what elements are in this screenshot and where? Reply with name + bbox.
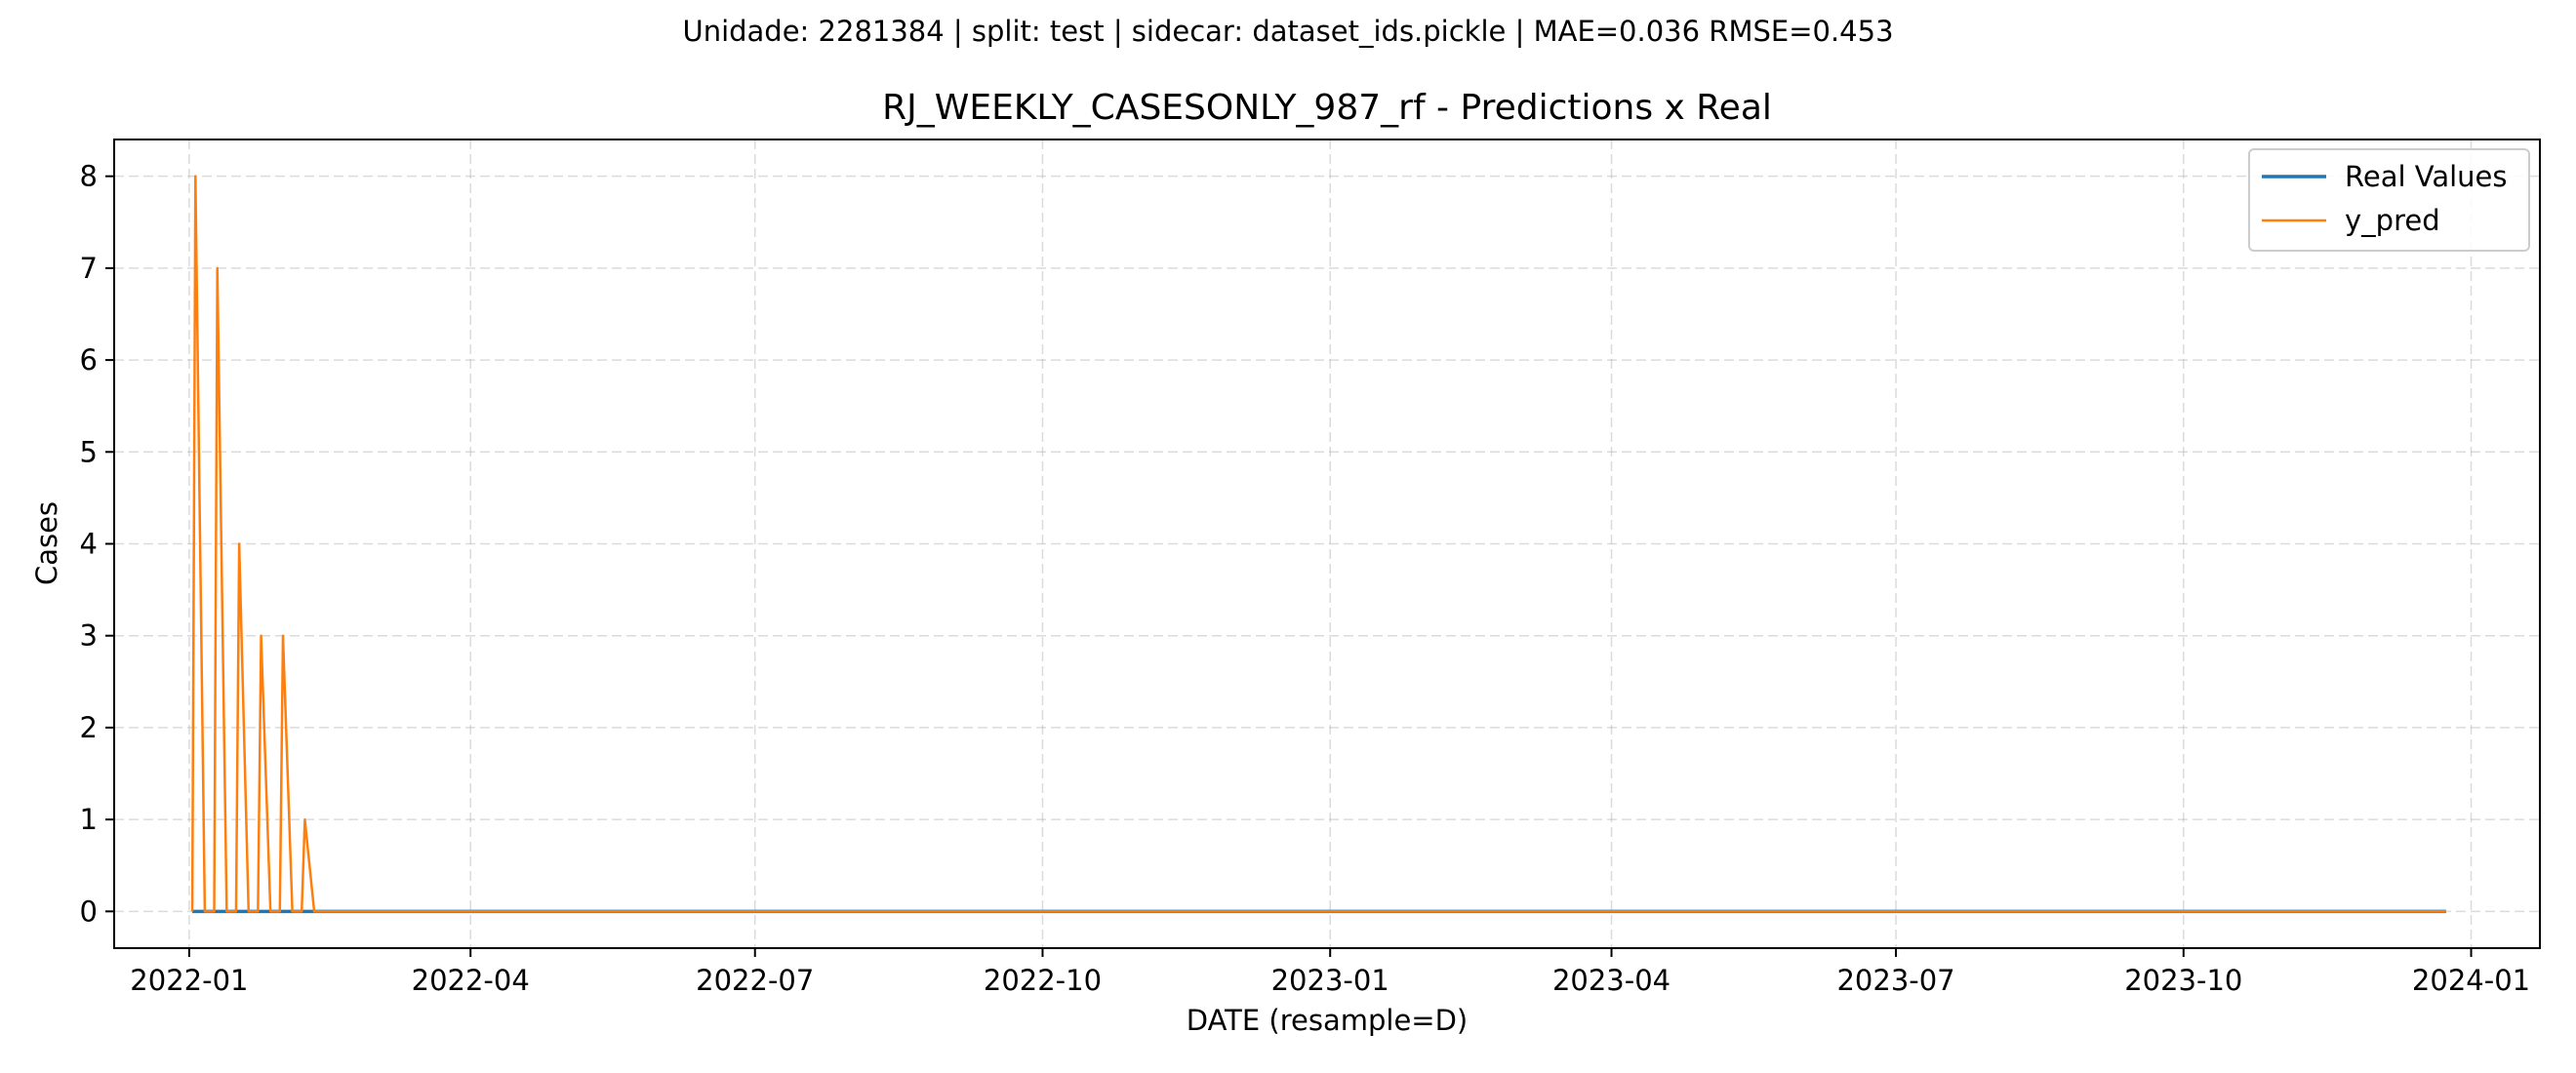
x-axis-label: DATE (resample=D) [1187, 1004, 1469, 1037]
y-tick-label: 7 [80, 252, 98, 285]
legend-box [2248, 148, 2530, 252]
suptitle: Unidade: 2281384 | split: test | sidecar… [682, 15, 1893, 48]
y-tick-label: 3 [80, 619, 98, 653]
y-tick-label: 1 [80, 803, 98, 836]
y-axis-label: Cases [30, 501, 63, 585]
y-tick-label: 4 [80, 528, 98, 561]
y-tick-label: 6 [80, 343, 98, 377]
x-tick-label: 2023-01 [1271, 964, 1389, 997]
y-tick-label: 0 [80, 894, 98, 928]
x-axis: 2022-01 2022-04 2022-07 2022-10 2023-01 2023-… [130, 948, 2530, 997]
series-group [190, 175, 2446, 914]
series-line-y-pred [190, 175, 2446, 913]
legend-label-y-pred: y_pred [2345, 204, 2440, 237]
x-tick-label: 2022-07 [696, 964, 814, 997]
x-tick-label: 2022-01 [130, 964, 248, 997]
legend-label-real-values: Real Values [2345, 160, 2507, 193]
y-tick-label: 2 [80, 711, 98, 744]
x-tick-label: 2022-04 [412, 964, 530, 997]
y-tick-label: 5 [80, 435, 98, 468]
x-tick-label: 2023-10 [2124, 964, 2242, 997]
plot-area [114, 139, 2540, 948]
x-tick-label: 2023-04 [1552, 964, 1670, 997]
y-tick-label: 8 [80, 160, 98, 193]
legend: Real Values y_pred [2248, 148, 2530, 252]
y-axis: 0 1 2 3 4 5 6 7 8 [80, 160, 114, 928]
chart-title: RJ_WEEKLY_CASESONLY_987_rf - Predictions… [882, 88, 1772, 128]
x-tick-label: 2023-07 [1836, 964, 1954, 997]
x-tick-label: 2022-10 [984, 964, 1102, 997]
x-tick-label: 2024-01 [2412, 964, 2530, 997]
